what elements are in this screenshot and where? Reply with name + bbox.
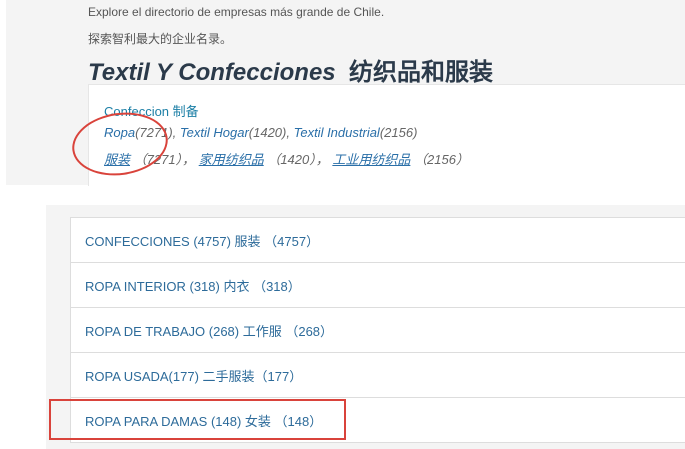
link-textil-industrial[interactable]: Textil Industrial [293, 125, 380, 140]
list-item[interactable]: ROPA USADA(177) 二手服装（177） [71, 352, 685, 397]
intro-zh: 探索智利最大的企业名录。 [88, 32, 233, 46]
count: （7271）， [133, 152, 196, 167]
count: (2156) [379, 125, 418, 140]
link-ropa[interactable]: Ropa [104, 125, 136, 140]
es-links: Ropa(7271), Textil Hogar(1420), Textil I… [104, 125, 418, 140]
list-item[interactable]: ROPA PARA DAMAS (148) 女装 （148） [71, 397, 685, 443]
count: (7271) [135, 125, 173, 140]
category-link[interactable]: Confeccion 制备 [104, 104, 199, 119]
category-card: Confeccion 制备 Ropa(7271), Textil Hogar(1… [88, 84, 685, 186]
link-textil-hogar[interactable]: Textil Hogar [179, 125, 249, 140]
count: (1420) [248, 125, 287, 140]
list-item[interactable]: ROPA INTERIOR (318) 内衣 （318） [71, 262, 685, 307]
subcategory-list: CONFECCIONES (4757) 服装 （4757） ROPA INTER… [70, 217, 685, 443]
list-item[interactable]: ROPA DE TRABAJO (268) 工作服 （268） [71, 307, 685, 352]
intro-es: Explore el directorio de empresas más gr… [88, 5, 385, 19]
title-es: Textil Y Confecciones [88, 59, 336, 86]
title-zh: 纺织品和服装 [348, 59, 493, 86]
link-jiayong[interactable]: 家用纺织品 [198, 152, 264, 167]
top-panel: Explore el directorio de empresas más gr… [6, 0, 685, 186]
zh-links: 服装 （7271）， 家用纺织品 （1420）， 工业用纺织品 （2156） [104, 149, 469, 168]
list-item[interactable]: CONFECCIONES (4757) 服装 （4757） [71, 217, 685, 262]
count: （1420）， [267, 152, 329, 167]
page-title: Textil Y Confecciones 纺织品和服装 [88, 52, 493, 87]
link-fuzhuang[interactable]: 服装 [104, 152, 131, 167]
annotation-rectangle [49, 399, 346, 440]
link-gongye[interactable]: 工业用纺织品 [332, 152, 411, 167]
count: （2156） [414, 152, 469, 167]
